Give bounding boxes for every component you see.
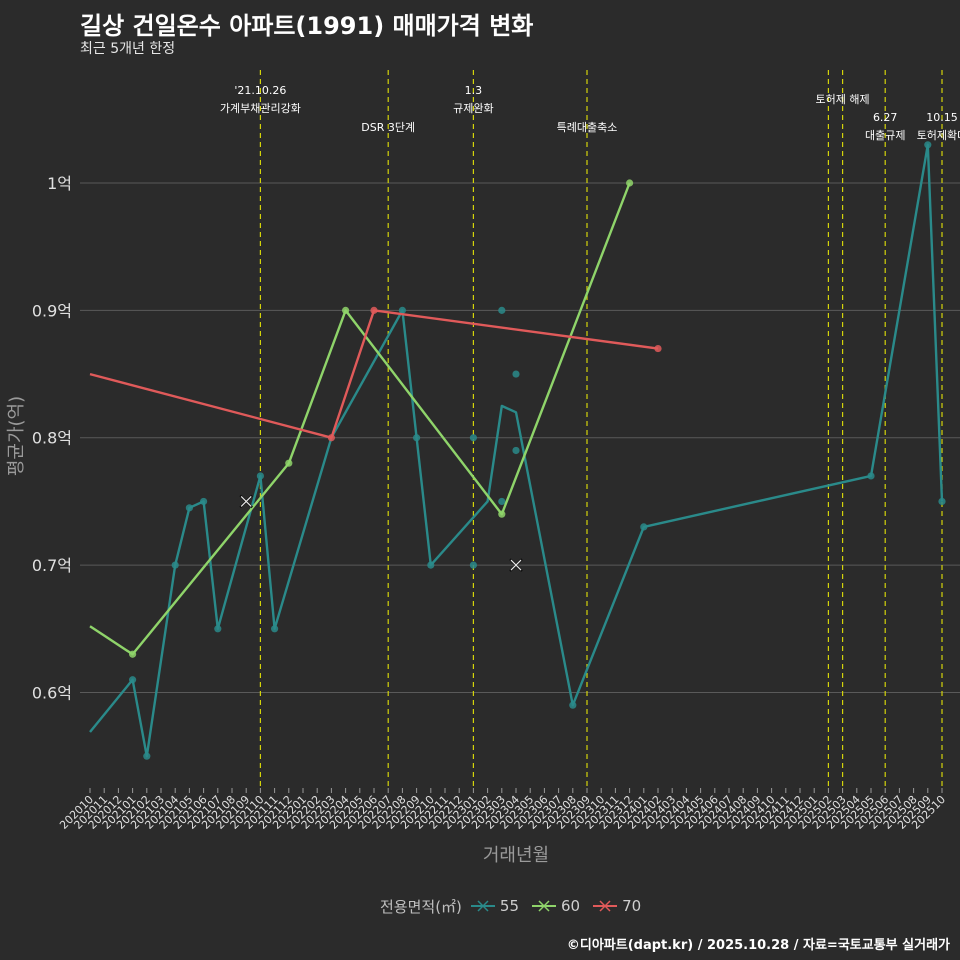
y-axis-title: 평균가(억) <box>6 396 27 476</box>
data-point-60 <box>498 510 506 518</box>
data-point-55 <box>924 141 932 149</box>
data-point-55 <box>512 370 520 378</box>
source-caption: ©디아파트(dapt.kr) / 2025.10.28 / 자료=국토교통부 실… <box>566 938 950 953</box>
data-point-55 <box>469 434 477 442</box>
y-tick-label: 0.9억 <box>32 301 72 320</box>
legend-title: 전용면적(㎡) <box>380 897 462 916</box>
series-line-60 <box>89 182 631 656</box>
event-label: 규제완화 <box>453 102 493 115</box>
legend-label-60: 60 <box>561 897 581 915</box>
event-label: 토허제확대 <box>917 129 960 142</box>
event-label: 10.15 <box>926 111 958 124</box>
data-point-55 <box>498 306 506 314</box>
data-point-70 <box>654 344 662 353</box>
legend-label-70: 70 <box>622 897 642 915</box>
series-line-70 <box>89 309 659 439</box>
data-point-55 <box>512 446 520 455</box>
data-point-55 <box>413 434 421 442</box>
data-point-55 <box>867 472 875 480</box>
data-point-70 <box>370 306 378 314</box>
event-label: DSR 3단계 <box>361 121 415 134</box>
data-point-55 <box>640 523 648 531</box>
data-point-55 <box>129 676 137 684</box>
data-point-55 <box>143 752 151 760</box>
y-tick-label: 1억 <box>47 174 72 193</box>
x-axis-title: 거래년월 <box>483 845 549 866</box>
data-point-55 <box>185 504 193 512</box>
legend-label-55: 55 <box>499 897 519 915</box>
data-point-55 <box>171 561 179 569</box>
event-label: 토허제 해제 <box>816 92 870 106</box>
data-point-70 <box>327 434 335 442</box>
data-point-55 <box>498 497 506 506</box>
data-point-55 <box>469 561 477 569</box>
data-point-55 <box>214 625 222 633</box>
y-tick-label: 0.8억 <box>32 429 72 448</box>
data-point-55 <box>256 472 264 480</box>
event-label: 1.3 <box>465 84 483 97</box>
data-point-60 <box>129 650 137 658</box>
legend-item-70[interactable]: 70 <box>592 897 641 915</box>
event-label: 가계부채관리강화 <box>220 102 301 115</box>
y-tick-label: 0.6억 <box>32 683 72 702</box>
data-point-55 <box>569 701 577 709</box>
data-point-60 <box>626 179 634 187</box>
event-label: 대출규제 <box>865 129 905 142</box>
data-point-55 <box>427 561 435 569</box>
y-tick-label: 0.7억 <box>32 556 72 575</box>
cross-marker-60 <box>240 495 252 507</box>
data-point-55 <box>398 306 406 314</box>
legend: 전용면적(㎡) 55 60 70 <box>380 895 653 917</box>
data-point-55 <box>200 497 208 506</box>
data-point-55 <box>271 625 279 633</box>
event-label: 6.27 <box>873 111 898 124</box>
data-point-60 <box>342 306 350 314</box>
chart-title: 길상 건일온수 아파트(1991) 매매가격 변화 <box>80 12 534 40</box>
event-label: '21.10.26 <box>234 84 286 97</box>
legend-item-60[interactable]: 60 <box>531 897 580 915</box>
data-point-60 <box>285 459 293 467</box>
chart-subtitle: 최근 5개년 한정 <box>80 41 176 57</box>
legend-item-55[interactable]: 55 <box>470 897 519 915</box>
cross-marker-55 <box>510 559 522 571</box>
data-point-55 <box>938 497 946 506</box>
event-label: 특례대출축소 <box>557 121 618 134</box>
